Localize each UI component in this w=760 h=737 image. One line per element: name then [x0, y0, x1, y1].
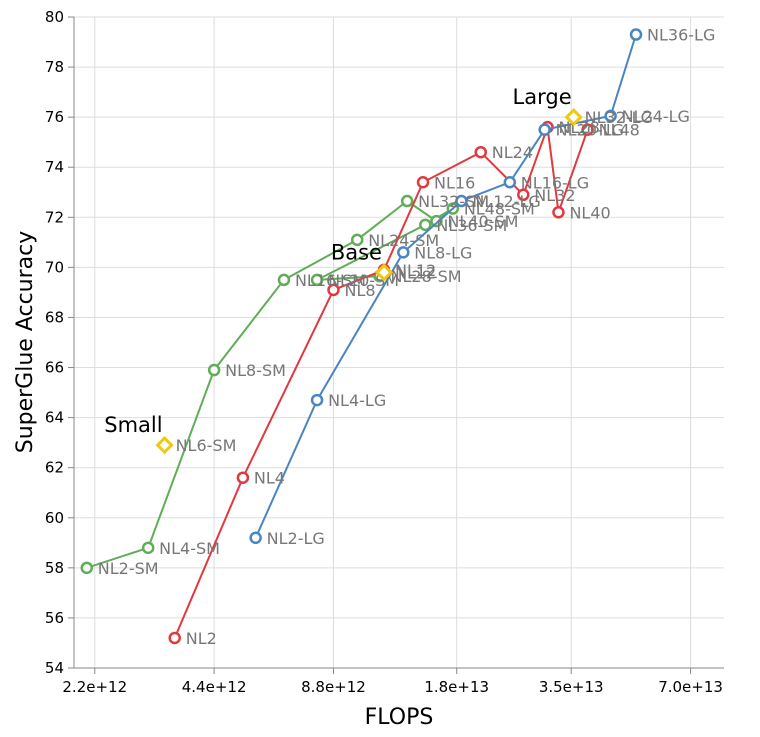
y-tick-label: 74 [45, 158, 64, 176]
data-point [277, 273, 291, 287]
highlight-point-label: NL6-SM [176, 436, 237, 455]
data-point [430, 214, 443, 228]
data-point-label: NL16-SM [295, 271, 366, 290]
series-line [254, 34, 637, 539]
highlight-point-label: NL12 [395, 263, 436, 282]
data-point-label: NL4 [254, 469, 285, 488]
data-point [629, 28, 643, 41]
data-point [141, 541, 155, 555]
data-point-label: NL8-SM [225, 361, 286, 380]
data-point [327, 283, 340, 297]
data-point [400, 194, 414, 208]
data-point-label: NL48-SM [464, 200, 535, 219]
data-point [455, 194, 468, 208]
data-point [474, 145, 488, 159]
x-axis-title: FLOPS [365, 705, 434, 730]
data-point [249, 531, 262, 545]
data-point [503, 176, 517, 189]
y-tick-label: 56 [45, 609, 64, 627]
data-point [538, 123, 551, 136]
data-point [310, 273, 324, 287]
data-point-label: NL12 [395, 261, 436, 280]
data-point [80, 561, 94, 575]
data-point-label: NL36-LG [647, 26, 715, 45]
data-point-label: NL28-SM [391, 267, 462, 286]
x-tick-label: 7.0e+13 [658, 678, 723, 696]
data-point-label: NL12-LG [472, 192, 540, 211]
data-point [168, 631, 181, 645]
data-point-label: NL32-SM [418, 192, 489, 211]
data-point [207, 363, 221, 377]
data-point-label: NL8-LG [414, 243, 472, 262]
highlight-marker [374, 263, 394, 282]
data-point [310, 393, 324, 407]
data-point-label: NL32 [534, 186, 575, 205]
data-point-label: NL24-LG [622, 107, 690, 126]
y-tick-label: 78 [45, 58, 64, 76]
x-tick-label: 4.4e+12 [182, 678, 247, 696]
data-point-label: NL48 [599, 121, 640, 140]
y-tick-label: 80 [45, 8, 64, 26]
data-point-label: NL24 [492, 143, 533, 162]
y-tick-label: 68 [45, 308, 64, 326]
data-point-label: NL2-SM [98, 559, 159, 578]
data-point-label: NL28 [559, 118, 600, 137]
axes: 54 56 58 60 62 64 66 68 70 72 74 76 78 80 2.2e+12 4.4e+… [45, 8, 724, 696]
data-point-label: NL36-SM [436, 216, 507, 235]
y-tick-label: 58 [45, 559, 64, 577]
data-point [517, 188, 530, 202]
y-axis-title: SuperGlue Accuracy [13, 231, 38, 454]
x-tick-label: 1.8e+13 [424, 678, 489, 696]
x-tick-label: 2.2e+12 [62, 678, 127, 696]
data-point-label: NL4-SM [159, 539, 220, 558]
data-point [236, 471, 250, 484]
data-point [350, 233, 364, 247]
y-tick-label: 54 [45, 659, 64, 677]
y-tick-label: 64 [45, 409, 64, 427]
data-point-label: NL40 [569, 203, 610, 222]
data-point [581, 123, 594, 136]
data-point-label: NL2-LG [267, 529, 325, 548]
data-point-label: NL16-LG [521, 173, 589, 192]
data-point [416, 176, 430, 189]
data-point-label: NL2 [186, 629, 217, 648]
y-tick-label: 66 [45, 359, 64, 377]
data-point [419, 218, 432, 232]
highlight-annotation: Small [104, 413, 162, 437]
y-tick-label: 62 [45, 459, 64, 477]
highlight-marker [155, 436, 174, 455]
highlight-point-label: NL32-LG [585, 108, 653, 127]
data-point-label: NL20-LG [556, 121, 624, 140]
y-tick-label: 70 [45, 258, 64, 276]
data-point-label: NL4-LG [328, 391, 386, 410]
point-labels: NL2-SMNL4-SMNL8-SMNL16-SMNL24-SMNL32-SMN… [98, 26, 716, 648]
highlights: NL6-SM Small NL12 Base NL32-LG Large [104, 85, 653, 455]
series-line [173, 126, 589, 639]
series-line [86, 199, 454, 569]
data-point-label: NL8 [344, 281, 375, 300]
data-point [552, 206, 565, 219]
y-tick-label: 76 [45, 108, 64, 126]
data-point [604, 109, 617, 123]
y-tick-label: 60 [45, 509, 64, 527]
grid [74, 16, 724, 669]
data-point-label: NL40-SM [447, 212, 518, 231]
highlight-annotation: Large [513, 85, 572, 109]
data-point-label: NL16 [434, 173, 475, 192]
data-point [397, 246, 410, 259]
highlight-annotation: Base [331, 240, 382, 264]
x-tick-label: 8.8e+12 [301, 678, 366, 696]
y-tick-label: 72 [45, 208, 64, 226]
highlight-marker [564, 108, 583, 127]
x-tick-label: 3.5e+13 [539, 678, 604, 696]
data-point-label: NL24-SM [368, 231, 439, 250]
